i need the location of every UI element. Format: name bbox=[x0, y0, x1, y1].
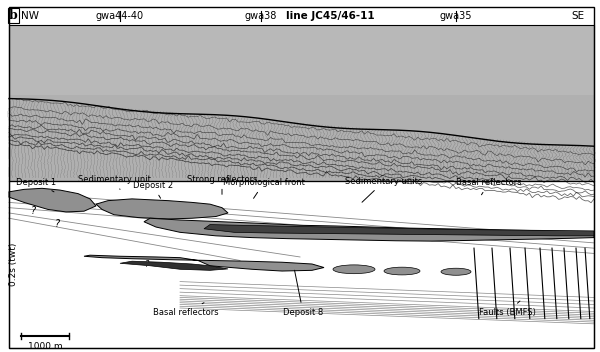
Polygon shape bbox=[96, 199, 228, 219]
Text: Faults (BMFS): Faults (BMFS) bbox=[479, 301, 535, 317]
Text: line JC45/46-11: line JC45/46-11 bbox=[286, 11, 374, 21]
Text: Sedimentary units: Sedimentary units bbox=[346, 177, 422, 202]
Text: Morphological front: Morphological front bbox=[223, 178, 305, 198]
Text: Deposit 8: Deposit 8 bbox=[283, 270, 323, 317]
Text: NW: NW bbox=[21, 11, 39, 21]
Polygon shape bbox=[9, 188, 96, 212]
Text: ?: ? bbox=[31, 206, 35, 216]
Text: ?: ? bbox=[145, 260, 149, 269]
Text: ?: ? bbox=[55, 219, 59, 228]
Text: 1000 m: 1000 m bbox=[28, 342, 62, 352]
Text: Basal reflectors: Basal reflectors bbox=[456, 178, 522, 195]
Text: gwa35: gwa35 bbox=[440, 11, 472, 21]
Polygon shape bbox=[84, 255, 324, 271]
Text: Sedimentary unit: Sedimentary unit bbox=[77, 175, 151, 189]
Polygon shape bbox=[120, 261, 228, 270]
Text: Deposit 2: Deposit 2 bbox=[133, 181, 173, 198]
Polygon shape bbox=[144, 218, 594, 241]
Text: gwa38: gwa38 bbox=[245, 11, 277, 21]
Text: Basal reflectors: Basal reflectors bbox=[153, 303, 219, 317]
Text: Strong reflectors: Strong reflectors bbox=[187, 175, 257, 194]
Ellipse shape bbox=[384, 267, 420, 275]
Ellipse shape bbox=[441, 268, 471, 275]
Bar bbox=[9, 25, 594, 181]
Polygon shape bbox=[204, 225, 594, 236]
Bar bbox=[9, 181, 594, 348]
Bar bbox=[9, 181, 594, 348]
Bar bbox=[9, 95, 594, 181]
Ellipse shape bbox=[333, 265, 375, 274]
Text: SE: SE bbox=[572, 11, 585, 21]
Text: Deposit 1: Deposit 1 bbox=[16, 177, 56, 192]
Text: b: b bbox=[9, 9, 18, 22]
Text: gwa44-40: gwa44-40 bbox=[96, 11, 144, 21]
Bar bbox=[9, 25, 594, 181]
Text: 0.2s (twt): 0.2s (twt) bbox=[8, 242, 18, 286]
